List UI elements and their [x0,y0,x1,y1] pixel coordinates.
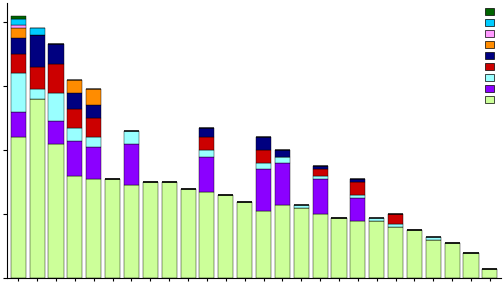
Bar [388,214,403,224]
Bar [312,166,328,170]
Bar [218,195,233,278]
Bar [48,64,64,93]
Bar [86,89,101,105]
Bar [30,99,45,278]
Bar [11,16,26,19]
Bar [86,137,101,147]
Bar [11,38,26,54]
Bar [200,157,215,192]
Bar [200,137,215,150]
Bar [482,269,497,278]
Bar [312,170,328,176]
Bar [312,214,328,278]
Bar [86,118,101,137]
Bar [11,112,26,137]
Bar [86,179,101,278]
Bar [86,105,101,118]
Bar [275,150,290,157]
Bar [350,182,365,195]
Bar [275,163,290,205]
Bar [256,163,271,170]
Bar [11,28,26,38]
Bar [180,189,196,278]
Bar [68,176,83,278]
Bar [256,211,271,278]
Bar [275,157,290,163]
Bar [143,182,158,278]
Bar [124,185,139,278]
Bar [275,205,290,278]
Bar [68,93,83,108]
Bar [11,19,26,25]
Bar [256,170,271,211]
Legend: , , , , , , , , : , , , , , , , , [483,6,498,105]
Bar [407,230,422,278]
Bar [48,93,64,121]
Bar [30,35,45,67]
Bar [312,176,328,179]
Bar [68,80,83,93]
Bar [256,150,271,163]
Bar [369,221,384,278]
Bar [426,240,441,278]
Bar [464,253,479,278]
Bar [350,179,365,182]
Bar [68,141,83,176]
Bar [124,131,139,144]
Bar [86,147,101,179]
Bar [105,179,120,278]
Bar [256,137,271,150]
Bar [30,67,45,89]
Bar [11,25,26,28]
Bar [369,218,384,221]
Bar [48,45,64,64]
Bar [162,182,177,278]
Bar [11,54,26,73]
Bar [30,89,45,99]
Bar [312,179,328,214]
Bar [30,28,45,35]
Bar [48,121,64,144]
Bar [294,205,309,208]
Bar [68,108,83,128]
Bar [200,150,215,157]
Bar [200,128,215,137]
Bar [200,192,215,278]
Bar [48,144,64,278]
Bar [124,144,139,185]
Bar [68,128,83,141]
Bar [426,237,441,240]
Bar [332,218,347,278]
Bar [294,208,309,278]
Bar [350,198,365,221]
Bar [350,221,365,278]
Bar [388,224,403,227]
Bar [11,137,26,278]
Bar [388,227,403,278]
Bar [11,73,26,112]
Bar [350,195,365,198]
Bar [237,202,252,278]
Bar [445,243,460,278]
